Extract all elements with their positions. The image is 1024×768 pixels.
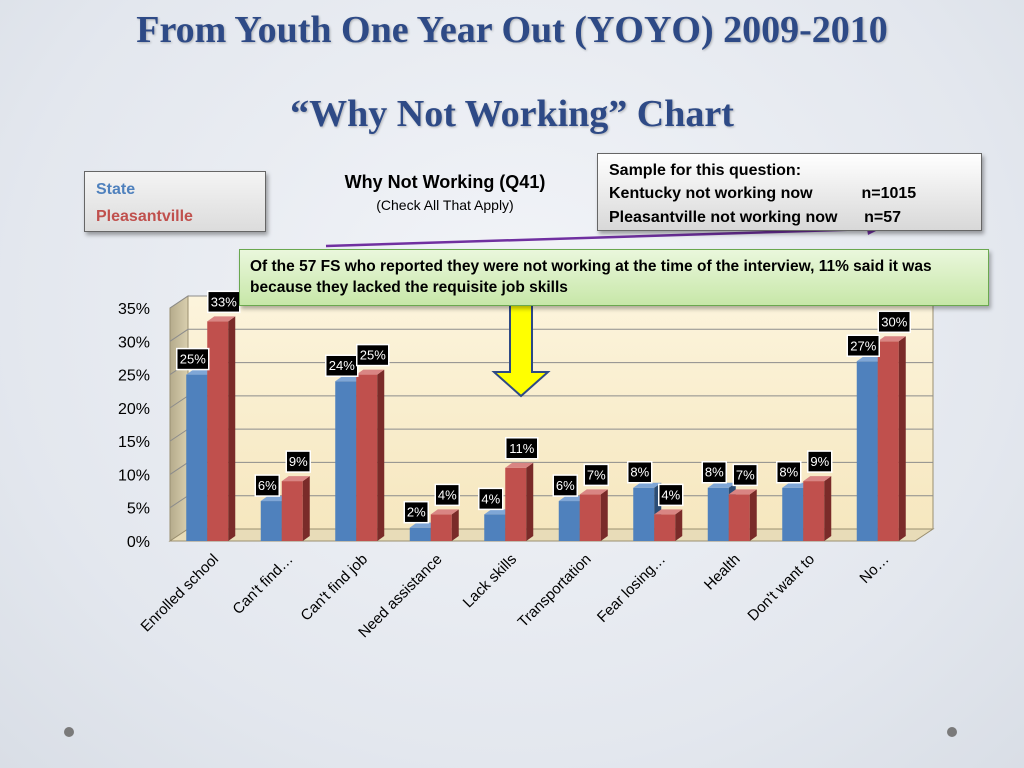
y-tick-label: 15% xyxy=(118,434,150,451)
bar-pleasantville xyxy=(654,509,683,541)
y-tick-label: 30% xyxy=(118,334,150,351)
y-tick-label: 20% xyxy=(118,401,150,418)
sample-info-box: Sample for this question: Kentucky not w… xyxy=(597,153,982,231)
svg-text:27%: 27% xyxy=(850,338,876,353)
bar-pleasantville xyxy=(877,336,906,541)
gridline xyxy=(169,328,933,342)
svg-text:30%: 30% xyxy=(881,314,907,329)
data-label-state: 2% xyxy=(403,500,429,524)
data-label-pleasantville: 7% xyxy=(732,463,758,487)
svg-text:6%: 6% xyxy=(556,478,575,493)
svg-text:7%: 7% xyxy=(736,467,755,482)
bar-pleasantville xyxy=(281,476,310,541)
x-tick-label: Transportation xyxy=(515,551,595,631)
svg-text:4%: 4% xyxy=(661,487,680,502)
data-label-pleasantville: 11% xyxy=(505,437,539,460)
x-tick-label: Enrolled school xyxy=(138,551,223,636)
legend: State Pleasantville xyxy=(84,171,266,232)
callout-box: Of the 57 FS who reported they were not … xyxy=(239,249,989,306)
bar-pleasantville xyxy=(207,316,236,541)
chart-title: Why Not Working (Q41) xyxy=(344,172,546,192)
bars xyxy=(186,316,906,541)
data-label-pleasantville: 33% xyxy=(207,290,241,314)
y-tick-label: 10% xyxy=(118,467,150,484)
chart-subtitle: (Check All That Apply) xyxy=(376,197,514,213)
y-tick-label: 5% xyxy=(127,501,150,518)
y-tick-label: 35% xyxy=(118,301,150,318)
data-label-state: 6% xyxy=(254,474,280,497)
slide-subtitle: “Why Not Working” Chart xyxy=(290,93,734,135)
svg-text:33%: 33% xyxy=(211,294,237,309)
data-label-state: 8% xyxy=(701,460,727,484)
svg-text:4%: 4% xyxy=(481,491,500,506)
x-axis-labels: Enrolled school Can't find… Can't find job… xyxy=(138,551,893,641)
x-tick-label: Lack skills xyxy=(460,551,520,611)
x-tick-label: Health xyxy=(701,551,744,594)
bar-pleasantville xyxy=(430,509,459,541)
slide-dot-right xyxy=(947,727,957,737)
bar-pleasantville xyxy=(356,369,385,541)
svg-text:25%: 25% xyxy=(180,352,206,367)
data-label-pleasantville: 7% xyxy=(583,463,609,487)
data-labels: 25% 33% 6% 9% 24% 25% 2% 4% 4% 11% 6% 7% 8% 4% 8% 7% 8% 9… xyxy=(176,290,911,524)
data-label-pleasantville: 9% xyxy=(285,450,311,473)
data-label-state: 27% xyxy=(846,334,880,358)
data-label-state: 4% xyxy=(478,487,504,511)
plot-side-wall xyxy=(169,295,189,542)
sample-heading: Sample for this question: xyxy=(609,162,802,179)
svg-text:9%: 9% xyxy=(810,454,829,469)
svg-text:24%: 24% xyxy=(329,358,355,373)
bar-pleasantville xyxy=(579,489,608,541)
data-label-pleasantville: 9% xyxy=(807,450,833,473)
data-label-state: 6% xyxy=(552,474,578,497)
svg-text:8%: 8% xyxy=(630,465,649,480)
x-tick-label: Fear losing… xyxy=(594,551,669,626)
sample-kentucky: Kentucky not working now n=1015 xyxy=(609,185,917,202)
data-label-state: 8% xyxy=(776,460,802,484)
x-tick-label: Can't find… xyxy=(229,551,296,618)
slide-dot-left xyxy=(64,727,74,737)
data-label-pleasantville: 30% xyxy=(877,310,911,334)
data-label-pleasantville: 4% xyxy=(434,483,460,507)
slide-title: From Youth One Year Out (YOYO) 2009-2010 xyxy=(136,9,888,51)
svg-text:6%: 6% xyxy=(258,478,277,493)
svg-text:11%: 11% xyxy=(509,441,534,456)
svg-text:9%: 9% xyxy=(289,454,308,469)
bar-pleasantville xyxy=(803,476,832,541)
x-tick-label: No… xyxy=(856,551,892,587)
legend-item-pleasantville: Pleasantville xyxy=(96,208,193,225)
svg-text:4%: 4% xyxy=(438,487,457,502)
y-tick-label: 0% xyxy=(127,534,150,551)
data-label-state: 8% xyxy=(627,460,653,484)
y-tick-label: 25% xyxy=(118,368,150,385)
bar-pleasantville xyxy=(728,489,757,541)
x-tick-label: Can't find job xyxy=(297,551,371,625)
data-label-pleasantville: 4% xyxy=(658,483,684,507)
legend-item-state: State xyxy=(96,181,136,198)
data-label-state: 25% xyxy=(176,347,210,371)
pointer-arrow xyxy=(325,227,873,248)
y-axis-ticks: 0% 5% 10% 15% 20% 25% 30% 35% xyxy=(118,301,150,551)
data-label-state: 24% xyxy=(325,354,359,377)
svg-text:2%: 2% xyxy=(407,505,426,520)
bar-pleasantville xyxy=(505,462,534,541)
svg-text:8%: 8% xyxy=(705,465,724,480)
x-tick-label: Don't want to xyxy=(744,551,818,625)
data-label-pleasantville: 25% xyxy=(356,343,390,367)
yellow-down-arrow xyxy=(491,299,551,398)
sample-pleasantville: Pleasantville not working now n=57 xyxy=(609,209,902,226)
svg-text:7%: 7% xyxy=(587,467,606,482)
svg-text:25%: 25% xyxy=(360,348,386,363)
svg-text:8%: 8% xyxy=(779,465,798,480)
